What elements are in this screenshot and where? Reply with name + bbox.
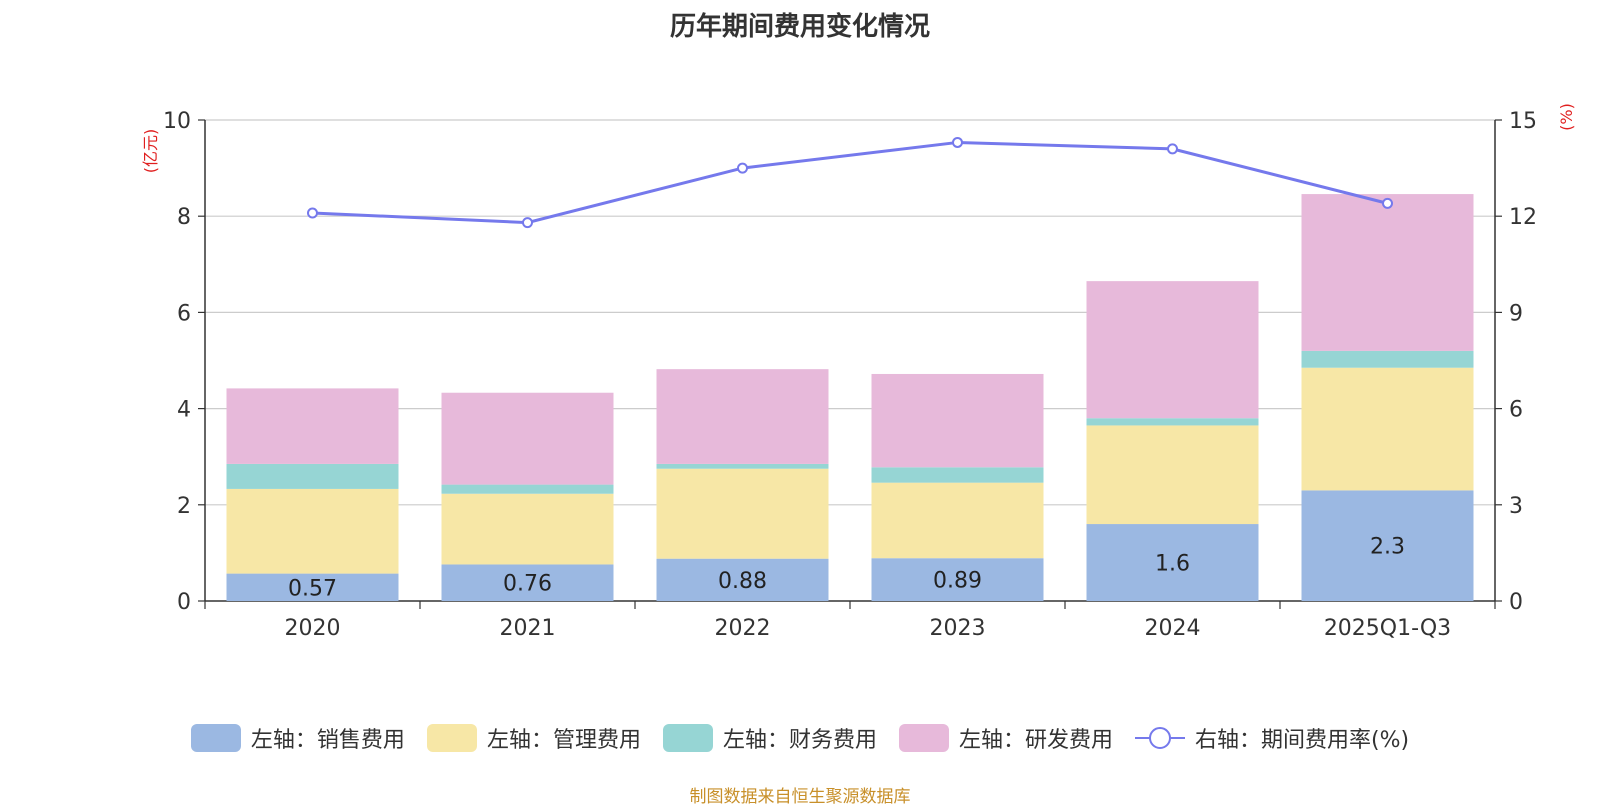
legend-label-expense-rate: 右轴：期间费用率(%): [1194, 728, 1410, 753]
bar-rnd: [1086, 281, 1259, 419]
bar-sales: [441, 564, 614, 601]
legend-swatch-sales: [190, 724, 241, 752]
legend-label-sales: 左轴：销售费用: [250, 728, 405, 753]
x-axis-tick-label: 2024: [1145, 616, 1201, 641]
legend-item-rnd[interactable]: 左轴：研发费用: [898, 722, 1113, 754]
right-axis-tick-label: 3: [1509, 494, 1523, 519]
bar-sales: [656, 558, 829, 601]
left-axis-tick-label: 10: [163, 109, 191, 134]
expense-rate-point: [522, 217, 533, 229]
bar-finance: [226, 463, 399, 489]
legend-swatch-finance: [662, 724, 713, 752]
legend-label-rnd: 左轴：研发费用: [958, 728, 1113, 753]
bar-admin: [1086, 425, 1259, 525]
right-axis-tick-label: 15: [1509, 109, 1537, 134]
bar-rnd: [1301, 194, 1474, 351]
left-axis-tick-label: 4: [177, 398, 191, 423]
right-axis-tick-label: 6: [1509, 398, 1523, 423]
x-axis-tick-label: 2021: [500, 616, 556, 641]
expense-rate-point: [1382, 197, 1393, 209]
expense-rate-point: [952, 136, 963, 148]
right-axis-tick-label: 0: [1509, 590, 1523, 615]
bar-admin: [226, 488, 399, 574]
bar-admin: [871, 482, 1044, 559]
bar-value-label: 0.76: [503, 572, 552, 597]
bar-rnd: [226, 388, 399, 464]
bar-sales: [1301, 490, 1474, 601]
legend-label-finance: 左轴：财务费用: [722, 728, 877, 753]
left-axis-tick-label: 0: [177, 590, 191, 615]
bar-finance: [1301, 350, 1474, 368]
bar-rnd: [871, 373, 1044, 468]
legend: 左轴：销售费用 左轴：管理费用 左轴：财务费用 左轴：研发费用 右轴：期间费用率…: [0, 722, 1600, 754]
bar-admin: [1301, 367, 1474, 491]
bar-finance: [871, 467, 1044, 483]
bar-rnd: [656, 369, 829, 464]
bar-sales: [871, 558, 1044, 601]
x-axis-tick-label: 2025Q1-Q3: [1324, 616, 1451, 641]
expense-rate-point: [307, 207, 318, 219]
bar-sales: [226, 573, 399, 601]
legend-label-admin: 左轴：管理费用: [486, 728, 641, 753]
bar-value-label: 0.88: [718, 569, 767, 594]
bar-admin: [441, 493, 614, 565]
expense-rate-point: [737, 162, 748, 174]
left-axis-tick-label: 2: [177, 494, 191, 519]
expense-rate-point: [1167, 143, 1178, 155]
legend-swatch-rnd: [898, 724, 949, 752]
bar-rnd: [441, 392, 614, 485]
right-axis-tick-label: 12: [1509, 205, 1537, 230]
bar-finance: [656, 463, 829, 469]
legend-item-admin[interactable]: 左轴：管理费用: [426, 722, 641, 754]
legend-item-expense-rate[interactable]: 右轴：期间费用率(%): [1134, 722, 1410, 754]
bar-value-label: 0.89: [933, 569, 982, 594]
bar-sales: [1086, 524, 1259, 601]
x-axis-tick-label: 2023: [930, 616, 986, 641]
bar-admin: [656, 468, 829, 559]
legend-swatch-admin: [426, 724, 477, 752]
bar-value-label: 1.6: [1155, 552, 1190, 577]
data-source-note: 制图数据来自恒生聚源数据库: [689, 787, 911, 807]
left-axis-tick-label: 6: [177, 301, 191, 326]
bar-finance: [1086, 418, 1259, 426]
right-axis-tick-label: 9: [1509, 301, 1523, 326]
legend-item-sales[interactable]: 左轴：销售费用: [190, 722, 405, 754]
bar-value-label: 0.57: [288, 576, 337, 601]
x-axis-tick-label: 2022: [715, 616, 771, 641]
left-axis-tick-label: 8: [177, 205, 191, 230]
legend-swatch-expense-rate: [1134, 724, 1185, 752]
legend-item-finance[interactable]: 左轴：财务费用: [662, 722, 877, 754]
expense-rate-line: [312, 140, 1388, 225]
bar-finance: [441, 484, 614, 494]
x-axis-tick-label: 2020: [285, 616, 341, 641]
chart-title: 历年期间费用变化情况: [669, 12, 930, 42]
bar-value-label: 2.3: [1370, 535, 1405, 560]
